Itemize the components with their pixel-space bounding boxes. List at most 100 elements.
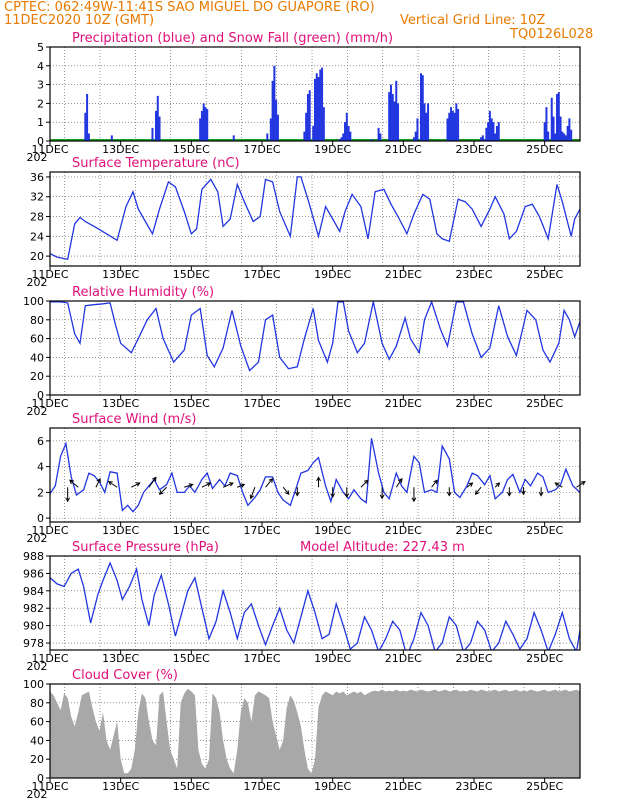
precip-bar [457,109,460,141]
y-tick-label: 1 [37,116,44,129]
x-tick-label: 21DEC [385,268,422,281]
x-tick-label: 17DEC [243,524,280,537]
x-tick-label: 17DEC [243,652,280,665]
wind-arrow [431,479,438,488]
precip-bar [158,116,161,141]
precip-bar [490,118,493,141]
wind-arrow [475,486,482,495]
precip-bar [156,95,159,141]
precip-bar [550,97,553,141]
grid-note: Vertical Grid Line: 10Z [400,13,546,28]
series-line [50,301,580,372]
y-tick-label: 80 [30,314,44,327]
y-tick-label: 40 [30,734,44,747]
precip-bar [455,103,458,141]
x-tick-label: 25DEC [526,397,563,410]
x-tick-label: 13DEC [102,397,139,410]
wind-arrow [131,482,140,488]
precip-bar [547,131,550,141]
series-line [50,176,580,260]
y-tick-label: 24 [30,230,44,243]
y-tick-label: 0 [37,772,44,785]
precip-bar [86,94,89,141]
x-tick-label: 23DEC [455,143,492,156]
wind-arrow-head [69,479,74,485]
precip-bar [423,103,426,141]
precip-bar [545,107,548,141]
panel-title: Surface Pressure (hPa) [72,540,219,555]
precip-bar [344,122,347,141]
x-tick-label: 15DEC [173,524,210,537]
x-tick-label: 11DEC [31,524,68,537]
year-label: 202 [27,151,48,164]
panel-title: Surface Temperature (nC) [72,156,240,171]
x-tick-label: 17DEC [243,268,280,281]
precip-bar [271,80,274,141]
wind-arrow [466,482,473,488]
x-tick-label: 25DEC [526,143,563,156]
panel-title: Cloud Cover (%) [72,668,178,683]
wind-arrow-head [294,491,300,497]
wind-arrow [282,486,290,495]
precip-bar [494,133,497,141]
precip-bar [266,133,269,141]
x-tick-label: 13DEC [102,780,139,793]
wind-arrow [184,483,193,488]
precip-bar [305,112,308,141]
wind-arrow [222,482,234,488]
precip-bar [395,80,398,141]
panel-5: 0 20 40 60 80 100 11DEC 13DEC 15DEC 17DEC 19DEC 21D… [23,668,581,800]
x-tick-label: 19DEC [314,143,351,156]
model-altitude: Model Altitude: 227.43 m [300,540,465,555]
precip-bar [347,125,350,141]
precip-bar [269,118,272,141]
x-tick-label: 13DEC [102,268,139,281]
y-tick-label: 40 [30,351,44,364]
wind-arrow-head [206,482,212,487]
wind-arrow [69,479,79,488]
y-tick-label: 0 [37,389,44,402]
panel-frame [49,171,581,267]
precip-bar [388,92,391,141]
y-tick-label: 60 [30,716,44,729]
precip-bar [543,122,546,141]
wind-arrow-head [506,491,512,497]
precip-bar [416,118,419,141]
x-tick-label: 19DEC [314,780,351,793]
wind-arrow-head [188,483,194,488]
y-tick-label: 980 [23,620,44,633]
y-tick-label: 100 [23,678,44,691]
precip-bar [485,127,488,141]
series-line [50,561,580,650]
y-tick-label: 28 [30,211,44,224]
precip-bar [349,131,352,141]
precip-bar [559,116,562,141]
precip-bar [321,67,324,141]
precip-bar [488,110,491,141]
x-tick-label: 15DEC [173,780,210,793]
wind-arrow-head [135,482,141,487]
precip-bar [552,116,555,141]
precip-bar [340,137,343,141]
precip-bar [451,110,454,141]
precip-bar [202,103,205,141]
x-tick-label: 17DEC [243,397,280,410]
x-tick-label: 23DEC [455,268,492,281]
precip-bar [151,127,154,141]
precip-bar [450,107,453,141]
wind-arrow [576,481,586,488]
product-code: TQ0126L028 [510,27,594,42]
y-tick-label: 20 [30,370,44,383]
x-tick-label: 21DEC [385,652,422,665]
panel-title: Surface Wind (m/s) [72,412,196,427]
wind-arrow-head [474,490,480,496]
precip-bar [495,125,498,141]
precip-bar [377,127,380,141]
wind-arrow-head [538,491,544,497]
precip-bar [315,73,318,141]
year-label: 202 [27,532,48,545]
precip-bar [389,84,392,141]
x-tick-label: 23DEC [455,780,492,793]
x-tick-label: 19DEC [314,397,351,410]
wind-arrow [555,482,563,488]
